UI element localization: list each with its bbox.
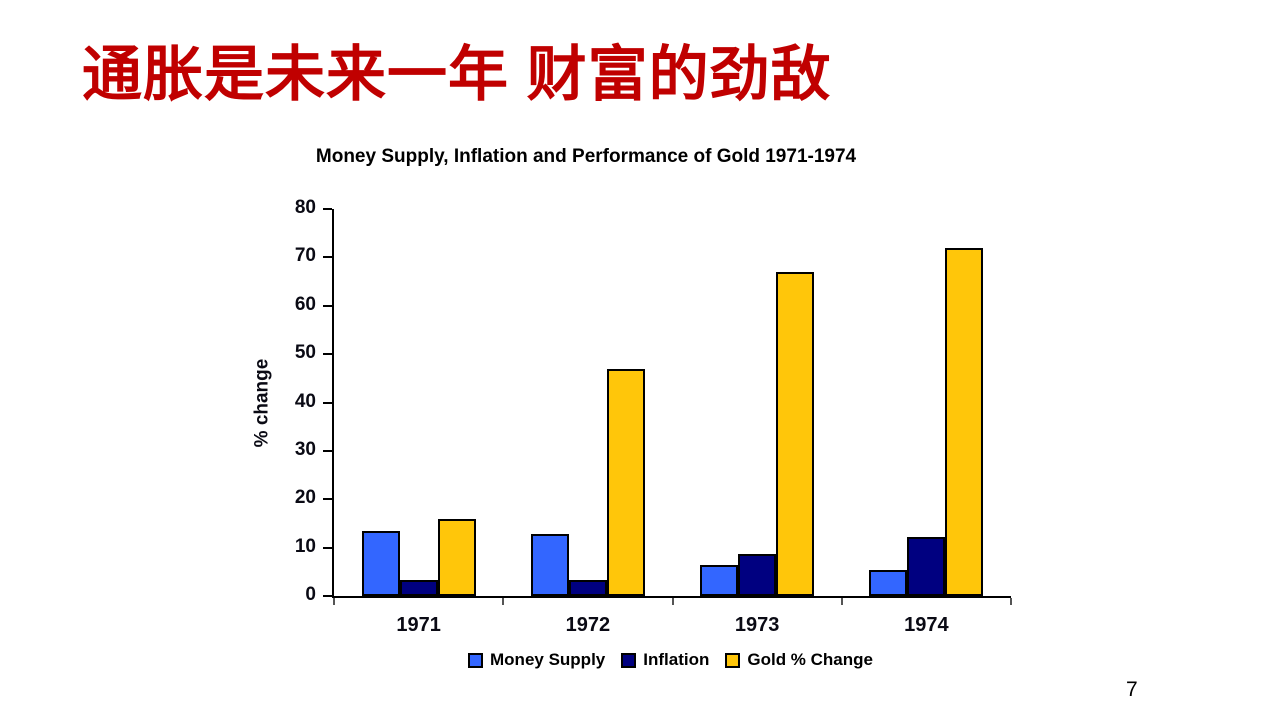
bar-money-supply-1974 [869, 569, 908, 596]
x-axis-label: 1974 [904, 614, 949, 636]
y-axis-tick [323, 498, 332, 501]
y-axis-tick-label: 10 [294, 535, 316, 557]
y-axis-tick [323, 256, 332, 259]
legend-swatch [468, 652, 484, 668]
bar-inflation-1974 [907, 536, 946, 596]
x-axis-label: 1971 [396, 614, 441, 636]
slide-title: 通胀是未来一年 财富的劲敌 [82, 41, 832, 108]
y-axis-tick [323, 353, 332, 356]
y-axis-tick-label: 50 [294, 342, 316, 364]
bar-gold-change-1974 [945, 247, 984, 596]
y-axis-tick [323, 208, 332, 210]
bar-inflation-1973 [738, 553, 777, 596]
y-axis-tick-label: 60 [294, 293, 316, 315]
x-axis-tick [333, 598, 335, 605]
y-axis-tick-label: 70 [294, 245, 316, 267]
legend-swatch [725, 652, 741, 668]
legend-label: Inflation [643, 650, 710, 669]
x-axis-tick [840, 598, 843, 605]
y-axis-tick [323, 304, 332, 307]
legend-item: Gold % Change [725, 650, 873, 670]
x-axis-tick [671, 598, 674, 605]
bar-inflation-1972 [568, 579, 607, 596]
plot-area: % change 0 10 20 30 40 50 60 70 80 1971 1972 1973 19… [251, 197, 1012, 636]
bar-gold-change-1971 [437, 518, 476, 596]
chart-title: Money Supply, Inflation and Performance … [315, 146, 857, 167]
y-axis-tick [323, 595, 332, 597]
bar-money-supply-1972 [530, 533, 569, 596]
y-axis-tick-label: 30 [294, 438, 316, 460]
x-axis-label: 1972 [565, 614, 611, 636]
y-axis-tick [323, 449, 332, 452]
x-axis-tick [1010, 598, 1012, 605]
bar-inflation-1971 [399, 580, 438, 596]
legend-item: Inflation [621, 650, 709, 670]
x-axis-tick [502, 598, 505, 605]
y-axis-tick-label: 80 [294, 197, 316, 218]
x-axis-label: 1973 [734, 614, 780, 636]
page-number: 7 [1126, 678, 1138, 701]
legend-item: Money Supply [468, 650, 605, 670]
y-axis-tick [323, 401, 332, 404]
legend-label: Money Supply [490, 650, 606, 669]
y-axis-tick-label: 40 [294, 390, 316, 412]
legend-label: Gold % Change [747, 650, 873, 669]
bar-money-supply-1971 [361, 531, 400, 596]
bar-gold-change-1973 [776, 271, 815, 596]
y-axis-tick [323, 546, 332, 549]
bar-gold-change-1972 [606, 368, 645, 596]
y-axis-tick-label: 20 [294, 487, 316, 509]
chart-legend: Money Supply Inflation Gold % Change [332, 650, 1009, 670]
legend-swatch [621, 652, 637, 668]
y-axis-tick-label: 0 [305, 584, 316, 605]
bar-money-supply-1973 [700, 564, 739, 596]
